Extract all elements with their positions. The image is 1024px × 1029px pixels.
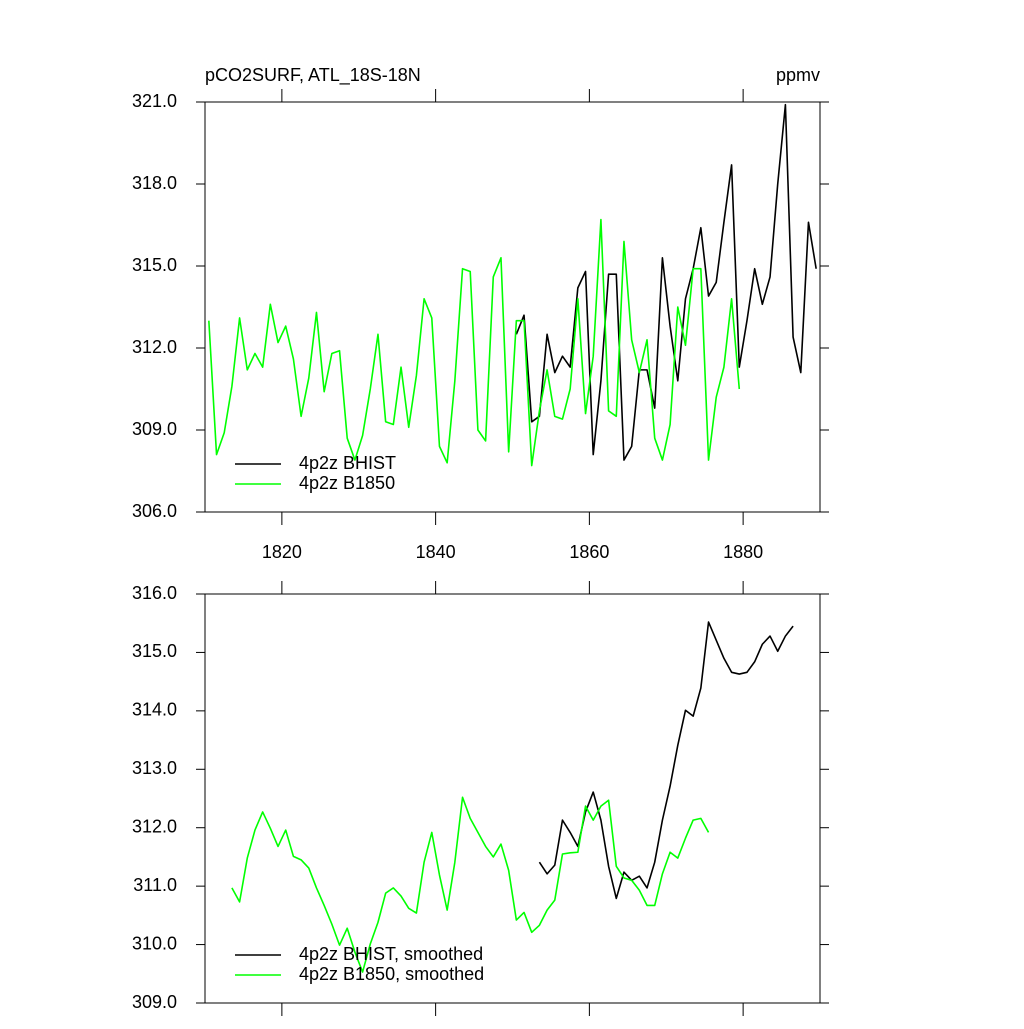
- y-tick-label: 315.0: [132, 641, 177, 661]
- y-tick-label: 318.0: [132, 173, 177, 193]
- y-tick-label: 311.0: [133, 875, 177, 895]
- legend-label: 4p2z B1850: [299, 473, 395, 493]
- y-tick-label: 321.0: [132, 91, 177, 111]
- legend-label: 4p2z BHIST: [299, 453, 396, 473]
- y-tick-label: 312.0: [132, 337, 177, 357]
- data-line: [515, 103, 817, 461]
- y-tick-label: 310.0: [132, 933, 177, 953]
- y-tick-label: 313.0: [132, 758, 177, 778]
- plot-frame: [204, 593, 821, 1004]
- x-tick-label: 1860: [569, 542, 609, 562]
- data-line: [231, 796, 710, 973]
- legend-label: 4p2z B1850, smoothed: [299, 964, 484, 984]
- y-tick-label: 309.0: [132, 419, 177, 439]
- plot-frame: [204, 101, 821, 513]
- x-tick-label: 1840: [416, 542, 456, 562]
- chart-title: pCO2SURF, ATL_18S-18N: [205, 65, 421, 86]
- y-tick-label: 312.0: [132, 816, 177, 836]
- y-tick-label: 315.0: [132, 255, 177, 275]
- y-tick-label: 309.0: [132, 992, 177, 1012]
- data-line: [538, 621, 794, 900]
- data-line: [208, 218, 741, 467]
- x-tick-label: 1820: [262, 542, 302, 562]
- y-tick-label: 316.0: [132, 583, 177, 603]
- y-tick-label: 314.0: [132, 700, 177, 720]
- y-tick-label: 306.0: [132, 501, 177, 521]
- x-tick-label: 1880: [723, 542, 763, 562]
- legend-label: 4p2z BHIST, smoothed: [299, 944, 483, 964]
- units-label: ppmv: [776, 65, 820, 85]
